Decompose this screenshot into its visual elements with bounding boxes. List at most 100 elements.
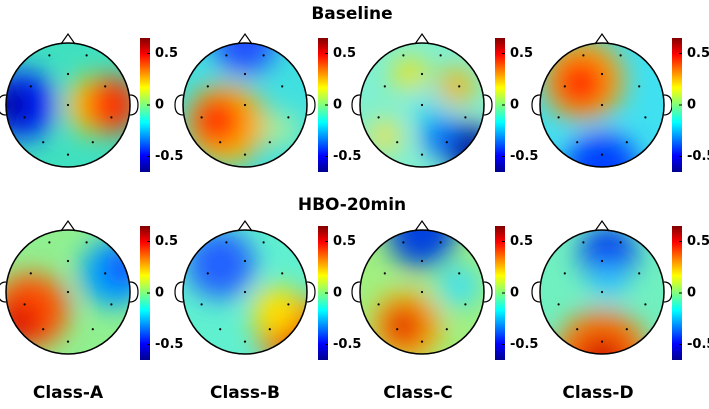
topomap-field	[372, 230, 481, 354]
topomap	[360, 43, 484, 167]
nose	[594, 219, 610, 232]
electrode	[200, 116, 203, 119]
electrode	[66, 103, 70, 107]
topomap-blob	[387, 230, 457, 268]
topomap-blob	[438, 69, 474, 104]
electrode	[600, 340, 604, 343]
ear	[306, 94, 316, 116]
topomap-blob	[214, 43, 276, 74]
electrode	[600, 153, 604, 156]
topomap-blob	[415, 98, 441, 124]
nose	[414, 32, 430, 45]
electrode	[420, 340, 424, 343]
electrode	[396, 328, 399, 331]
electrode	[644, 116, 647, 119]
ear	[174, 281, 184, 303]
electrode	[402, 241, 405, 244]
topomap-blob	[251, 285, 301, 336]
colorbar-tick-label: -0.5	[510, 149, 538, 164]
ear	[351, 94, 361, 116]
topomap-blob	[105, 248, 130, 286]
electrode	[619, 54, 622, 57]
colorbar-tick-label: -0.5	[333, 337, 361, 352]
topomap	[183, 43, 307, 167]
electrode	[243, 340, 247, 343]
electrode	[420, 72, 424, 76]
electrode	[262, 54, 265, 57]
electrode	[625, 141, 628, 144]
colorbar-tick-label: 0.5	[333, 46, 356, 61]
nose	[60, 32, 76, 45]
colorbar-tick-label: 0	[333, 98, 342, 113]
head-outline	[182, 229, 308, 355]
ear	[483, 281, 493, 303]
head-outline	[359, 229, 485, 355]
electrode	[243, 290, 247, 294]
electrode	[268, 328, 271, 331]
electrode	[576, 141, 579, 144]
electrode	[243, 259, 247, 263]
topomap-blob	[555, 58, 606, 109]
head-outline	[182, 42, 308, 168]
topomap-field	[555, 230, 649, 354]
electrode	[85, 241, 88, 244]
electrode	[439, 241, 442, 244]
electrode	[243, 72, 247, 76]
electrode	[420, 259, 424, 263]
ear	[174, 94, 184, 116]
electrode	[281, 272, 284, 275]
colorbar	[318, 38, 328, 172]
topomap-blob	[555, 310, 649, 354]
electrode	[445, 141, 448, 144]
head-outline	[5, 42, 131, 168]
electrode	[287, 116, 290, 119]
electrode	[23, 303, 26, 306]
electrode	[200, 303, 203, 306]
electrode	[85, 54, 88, 57]
topomap-blob	[383, 306, 424, 346]
electrode	[600, 259, 604, 263]
electrode	[219, 141, 222, 144]
topomap-blob	[422, 117, 460, 155]
electrode	[402, 54, 405, 57]
electrode	[445, 328, 448, 331]
ear	[129, 281, 139, 303]
topomap-blob	[83, 77, 130, 133]
nose	[594, 32, 610, 45]
colorbar	[495, 226, 505, 360]
colorbar-tick-label: 0	[510, 286, 519, 301]
colorbar-tick-label: 0.5	[333, 234, 356, 249]
electrode	[625, 328, 628, 331]
topomap-field	[543, 43, 640, 167]
topomap	[540, 43, 664, 167]
colorbar	[140, 226, 150, 360]
electrode	[638, 272, 641, 275]
electrode	[243, 103, 247, 107]
topomap	[6, 230, 130, 354]
nose	[414, 219, 430, 232]
nose	[237, 32, 253, 45]
electrode	[29, 85, 32, 88]
electrode	[619, 241, 622, 244]
colorbar-tick-label: 0.5	[510, 234, 533, 249]
electrode	[383, 85, 386, 88]
electrode	[420, 290, 424, 294]
electrode	[383, 272, 386, 275]
electrode	[582, 54, 585, 57]
electrode	[66, 290, 70, 294]
electrode	[644, 303, 647, 306]
colorbar-tick-label: 0.5	[155, 46, 178, 61]
head-outline	[5, 229, 131, 355]
topomap-blob	[577, 335, 627, 354]
electrode	[287, 303, 290, 306]
electrode	[66, 72, 70, 76]
colorbar-tick-label: 0	[155, 98, 164, 113]
electrode	[396, 141, 399, 144]
colorbar	[672, 226, 682, 360]
ear	[0, 94, 7, 116]
ear	[663, 94, 673, 116]
colorbar-tick-label: -0.5	[155, 337, 183, 352]
ear	[531, 281, 541, 303]
head-outline	[359, 42, 485, 168]
